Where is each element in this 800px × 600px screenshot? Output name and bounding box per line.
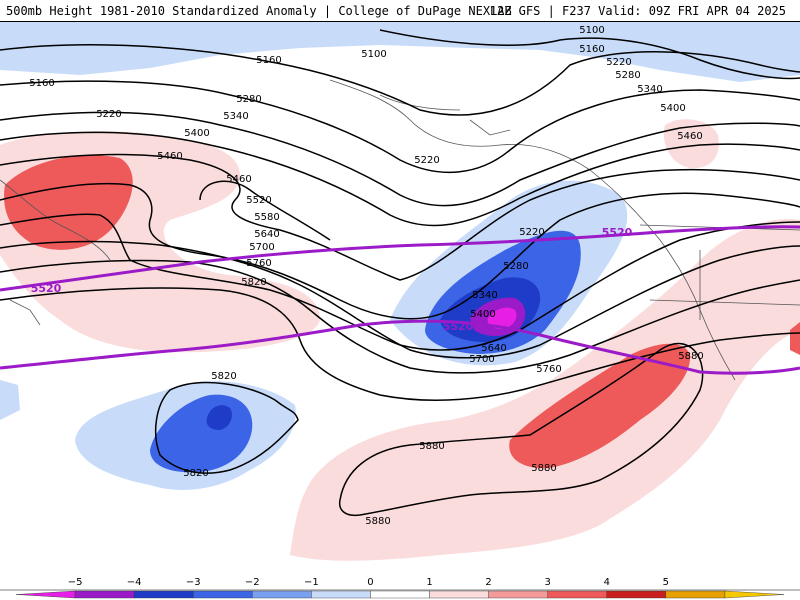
positive-anomaly-east-edge: [790, 322, 800, 355]
contour-label: 5340: [472, 290, 497, 301]
contour-label: 5280: [615, 70, 640, 81]
positive-anomaly-sw-mid: [509, 343, 691, 469]
colorbar-swatch: [193, 590, 253, 599]
contour-label: 5460: [226, 174, 251, 185]
contour-label: 5760: [536, 364, 561, 375]
contour-label: 5820: [241, 277, 266, 288]
purple-contour-label: 5520: [602, 226, 633, 239]
contour-label: 5640: [481, 343, 506, 354]
contour-label: 5160: [29, 78, 54, 89]
colorbar-tick-label: 0: [367, 577, 373, 588]
negative-anomaly-west-edge: [0, 380, 20, 420]
negative-anomaly-gulf-center: [487, 307, 517, 329]
height-contours: [0, 29, 800, 517]
colorbar-swatch: [74, 590, 135, 599]
contour-labels: 5100 5100 5160 5160 5160 5220 5220 5220 …: [29, 25, 703, 527]
colorbar-swatch: [606, 590, 667, 599]
colorbar-tick-label: −1: [304, 577, 319, 588]
contour-label: 5820: [183, 468, 208, 479]
purple-contour-label: 5520: [31, 282, 62, 295]
anomaly-map: 5100 5100 5160 5160 5160 5220 5220 5220 …: [0, 22, 800, 561]
colorbar-swatch: [15, 590, 76, 599]
colorbar-tick-label: 2: [485, 577, 491, 588]
title-right: 12Z GFS | F237 Valid: 09Z FRI APR 04 202…: [489, 4, 786, 18]
colorbar-swatch: [311, 590, 371, 599]
colorbar-tick-label: −2: [245, 577, 260, 588]
contour-label: 5220: [519, 227, 544, 238]
contour-label: 5760: [246, 258, 271, 269]
header-bar: 500mb Height 1981-2010 Standardized Anom…: [0, 0, 800, 22]
colorbar-tick-label: −4: [127, 577, 142, 588]
purple-contour-labels: 5520 5520 5520: [31, 226, 633, 333]
colorbar-swatch: [488, 590, 548, 599]
colorbar-tick-label: 1: [426, 577, 432, 588]
contour-label: 5400: [470, 309, 495, 320]
contour-label: 5580: [254, 212, 279, 223]
colorbar-swatch: [724, 590, 785, 599]
contour-label: 5340: [637, 84, 662, 95]
colorbar-swatch: [252, 590, 312, 599]
positive-anomaly-ne-light: [663, 119, 719, 169]
colorbar-tick-label: −5: [68, 577, 83, 588]
colorbar-swatch: [547, 590, 607, 599]
contour-label: 5460: [157, 151, 182, 162]
contour-label: 5700: [469, 354, 494, 365]
colorbar: −5 −4 −3 −2 −1 0 1 2 3 4 5: [0, 577, 800, 599]
contour-label: 5520: [246, 195, 271, 206]
contour-label: 5640: [254, 229, 279, 240]
positive-anomaly-sw-light: [290, 219, 800, 561]
colorbar-tick-label: −3: [186, 577, 201, 588]
colorbar-tick-label: 5: [663, 577, 669, 588]
contour-label: 5400: [184, 128, 209, 139]
contour-label: 5280: [503, 261, 528, 272]
contour-label: 5220: [96, 109, 121, 120]
contour-label: 5220: [414, 155, 439, 166]
negative-anomaly-top: [0, 22, 800, 82]
contour-label: 5160: [256, 55, 281, 66]
contour-label: 5880: [678, 351, 703, 362]
contour-label: 5340: [223, 111, 248, 122]
purple-contours: [0, 225, 800, 375]
contour-label: 5700: [249, 242, 274, 253]
colorbar-swatch: [133, 590, 194, 599]
contour-label: 5460: [677, 131, 702, 142]
colorbar-swatches: [15, 590, 785, 599]
contour-label: 5880: [419, 441, 444, 452]
contour-label: 5280: [236, 94, 261, 105]
positive-anomaly-nw-mid: [4, 155, 133, 250]
colorbar-swatch: [370, 590, 430, 599]
colorbar-swatch: [665, 590, 726, 599]
colorbar-tick-label: 3: [545, 577, 551, 588]
contour-label: 5220: [606, 57, 631, 68]
contour-label: 5160: [579, 44, 604, 55]
negative-anomaly-sw-dark: [206, 405, 232, 430]
title-left: 500mb Height 1981-2010 Standardized Anom…: [6, 4, 512, 18]
contour-label: 5880: [365, 516, 390, 527]
contour-label: 5100: [579, 25, 604, 36]
colorbar-swatch: [429, 590, 489, 599]
contour-label: 5820: [211, 371, 236, 382]
contour-label: 5400: [660, 103, 685, 114]
contour-label: 5880: [531, 463, 556, 474]
purple-contour-label: 5520: [443, 320, 474, 333]
colorbar-tick-labels: −5 −4 −3 −2 −1 0 1 2 3 4 5: [68, 577, 669, 588]
contour-label: 5100: [361, 49, 386, 60]
colorbar-tick-label: 4: [604, 577, 610, 588]
